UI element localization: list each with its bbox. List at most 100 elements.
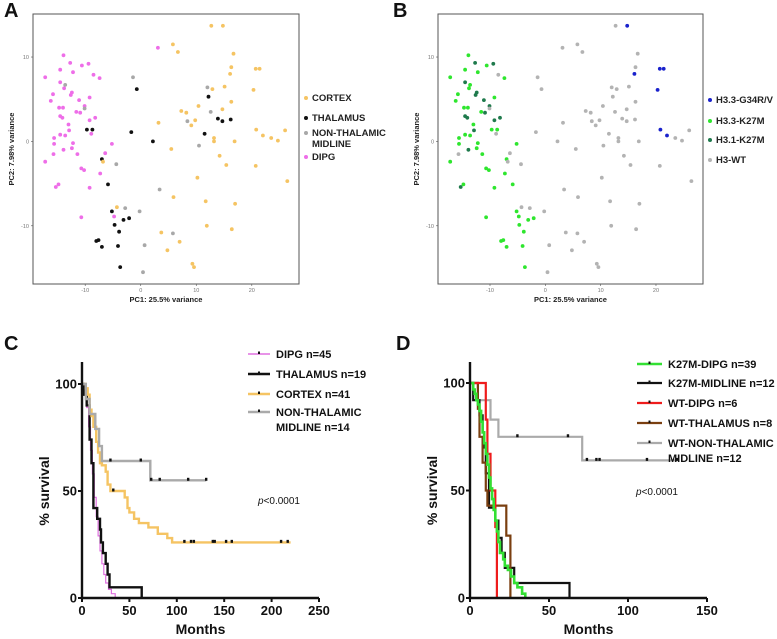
data-point (228, 72, 233, 76)
legend-marker (648, 380, 651, 383)
x-axis-title: Months (176, 621, 226, 637)
legend-label: H3-WT (716, 155, 746, 166)
data-point (608, 199, 612, 204)
data-point (494, 131, 498, 136)
data-point (456, 152, 461, 157)
y-tick-label: 50 (63, 484, 77, 499)
data-point (53, 185, 58, 189)
data-point (283, 128, 287, 133)
data-point (594, 261, 599, 266)
data-point (82, 106, 87, 111)
x-tick-label: 10 (193, 288, 199, 294)
legend-label: K27M-DIPG n=39 (668, 359, 756, 371)
data-point (665, 133, 669, 138)
data-point (184, 110, 189, 115)
data-point (61, 53, 66, 58)
data-point (657, 66, 662, 71)
panel-b-letter: B (393, 0, 407, 22)
data-point (463, 132, 467, 137)
data-point (610, 94, 615, 99)
data-point (127, 216, 131, 221)
p-value-text: <0.0001 (264, 496, 301, 507)
censor-mark (204, 477, 208, 481)
data-point (176, 50, 180, 54)
data-point (466, 53, 471, 58)
data-point (209, 23, 214, 28)
data-point (576, 195, 580, 200)
censor-mark (183, 539, 186, 543)
data-point (117, 229, 121, 234)
data-point (673, 136, 678, 140)
data-point (82, 168, 86, 173)
x-tick-label: 0 (544, 288, 547, 294)
data-point (90, 127, 95, 132)
legend-marker (708, 98, 712, 102)
data-point (58, 80, 63, 85)
data-point (562, 187, 566, 192)
panel-c-survival-by-location: 0 50 100 150 200 250 0 50 100 Months % survival p<0… (36, 349, 366, 637)
data-point (251, 88, 256, 92)
legend-label: H3.3-G34R/V (716, 95, 774, 106)
data-point (48, 99, 53, 103)
censor-mark (224, 539, 228, 543)
data-point (461, 182, 466, 187)
data-point (212, 139, 216, 144)
data-point (593, 123, 598, 128)
data-point (285, 179, 290, 184)
legend-marker (304, 155, 308, 159)
data-point (228, 117, 233, 122)
data-point (687, 128, 692, 133)
p-value-symbol: p (257, 496, 264, 507)
data-point (492, 95, 497, 100)
data-point (609, 223, 614, 228)
data-point (63, 133, 68, 138)
data-point (519, 162, 523, 167)
x-tick-label: 0 (466, 603, 473, 618)
data-point (195, 175, 200, 180)
y-tick-label: 0 (431, 139, 434, 145)
y-axis-title: PC2: 7.98% variance (412, 113, 421, 186)
data-point (657, 164, 662, 168)
legend-label: NON-THALAMIC (276, 407, 362, 419)
data-point (169, 147, 174, 151)
data-point (472, 128, 476, 133)
censor-mark (286, 539, 289, 543)
data-point (535, 75, 540, 80)
data-point (597, 118, 602, 123)
data-point (192, 265, 196, 269)
data-point (624, 107, 629, 112)
data-point (457, 142, 461, 146)
data-point (70, 146, 74, 151)
x-tick-label: 10 (598, 288, 604, 294)
data-point (635, 51, 640, 56)
p-value-text: <0.0001 (642, 487, 679, 498)
data-point (573, 147, 578, 151)
censor-mark (598, 457, 601, 461)
survival-curve (470, 381, 677, 462)
data-point (232, 139, 237, 144)
data-point (254, 127, 259, 132)
data-point (457, 136, 461, 140)
data-point (561, 120, 565, 125)
data-point (233, 201, 238, 206)
data-point (526, 218, 531, 222)
y-tick-label: 10 (23, 55, 29, 61)
data-point (52, 136, 56, 140)
data-point (484, 166, 488, 171)
data-point (220, 119, 225, 124)
data-point (93, 115, 98, 120)
data-point (601, 104, 605, 108)
data-point (257, 66, 262, 71)
data-point (131, 75, 135, 80)
data-point (458, 185, 463, 189)
data-point (141, 270, 145, 275)
data-point (110, 209, 114, 214)
legend-label: MIDLINE n=12 (668, 453, 742, 465)
p-value-annotation: p<0.0001 (635, 487, 678, 498)
data-point (171, 231, 175, 236)
legend-marker (258, 391, 260, 394)
y-tick-label: 0 (26, 139, 29, 145)
data-point (448, 75, 453, 80)
data-point (607, 131, 611, 136)
